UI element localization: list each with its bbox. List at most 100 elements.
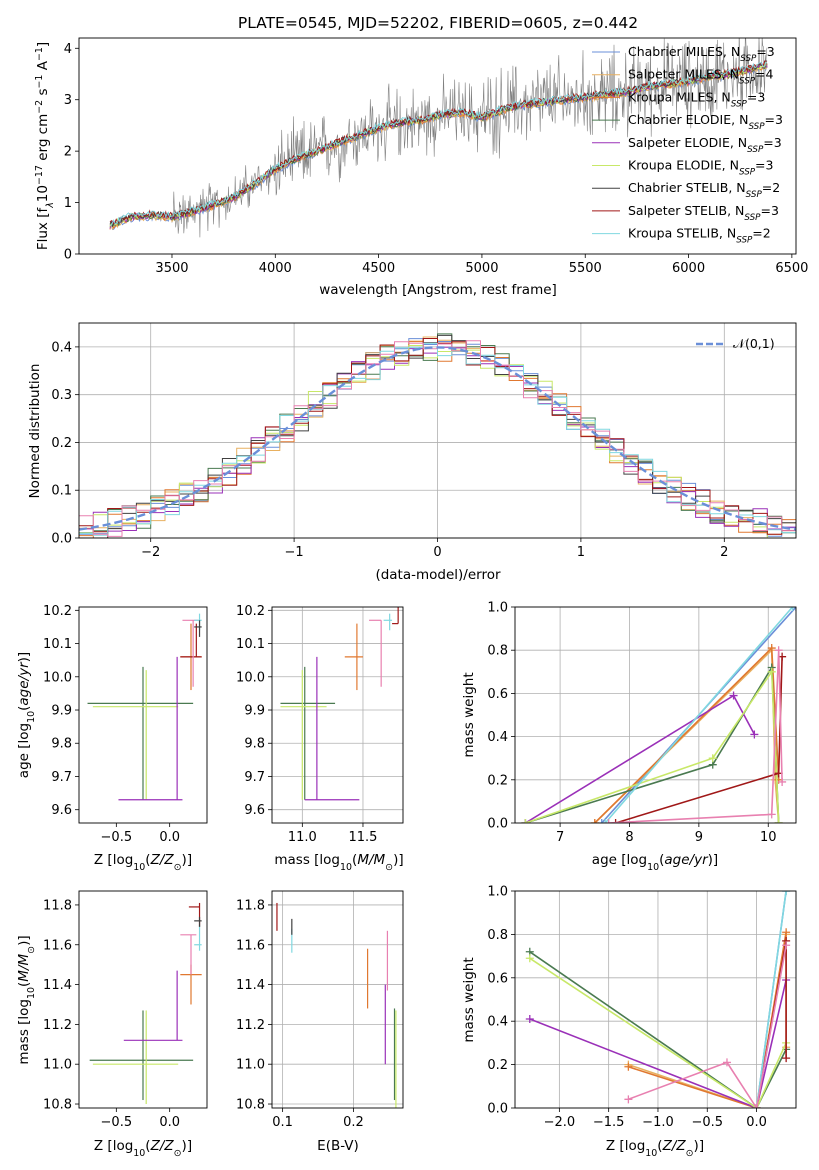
y-tick-label: 0.6 [487, 687, 508, 702]
series-line-kroupa_stelib [755, 891, 787, 1108]
mass-vs-ebv-axes-grid [272, 891, 403, 1108]
series-marker-salpeter_elodie [525, 1015, 534, 1024]
x-tick-label: 0.1 [272, 1115, 293, 1130]
y-tick-label: 9.6 [51, 803, 72, 818]
x-tick-label: −2.0 [544, 1115, 576, 1130]
y-tick-label: 9.7 [244, 770, 265, 785]
figure-title: PLATE=0545, MJD=52202, FIBERID=0605, z=0… [238, 14, 638, 32]
mass-vs-ebv-axes-frame: 0.1 0.2 10.8 11.0 11.2 11.4 11.6 11.8 E(B-V) [236, 890, 404, 1154]
x-tick-label: 11.5 [348, 830, 377, 845]
x-tick-label: 0.0 [746, 1115, 767, 1130]
residual-axes-plot [79, 333, 796, 538]
legend-label-chabrier_elodie: Chabrier ELODIE, NSSP=3 [628, 112, 783, 132]
x-tick-label: 0.0 [159, 1115, 180, 1130]
series-marker-pink [604, 819, 613, 823]
mass-vs-ebv-axes-spines [271, 890, 404, 1109]
age-vs-mass-axes: 11.0 11.5 9.6 9.7 9.8 9.9 10.0 10.1 10.2 mass [lo… [236, 604, 404, 873]
series-marker-salpeter_stelib [782, 1054, 791, 1063]
residual-axes-spines [78, 322, 797, 539]
legend-normal-label: 𝒩(0,1) [733, 336, 775, 351]
x-tick-label: −1 [285, 545, 304, 560]
age-vs-z-axes-spines [78, 606, 208, 824]
y-tick-label: 10.8 [236, 1098, 265, 1113]
y-tick-label: 10.0 [236, 670, 265, 685]
series-line-kroupa_elodie [529, 957, 787, 1108]
x-tick-label: 0.2 [343, 1115, 364, 1130]
series-marker-pink [624, 1095, 633, 1104]
series-marker-kroupa_elodie [774, 819, 783, 823]
age-vs-z-axes-plot [87, 613, 202, 801]
y-tick-label: 0.0 [487, 817, 508, 832]
y-tick-label: 0.2 [487, 1058, 508, 1073]
x-tick-label: 5000 [465, 261, 498, 276]
y-tick-label: 0.4 [487, 730, 508, 745]
mass-vs-z-axes-spines [78, 890, 208, 1109]
x-tick-label: 6000 [672, 261, 705, 276]
y-tick-label: 9.8 [51, 737, 72, 752]
y-axis-label: age [log10(age/yr)] [16, 652, 37, 778]
series-marker-salpeter_stelib [611, 819, 620, 823]
legend-label-chabrier_stelib: Chabrier STELIB, NSSP=2 [628, 180, 780, 200]
weight-vs-z-axes-plot [525, 891, 791, 1108]
x-axis-label: Z [log10(Z/Z⊙)] [94, 852, 192, 873]
age-vs-mass-axes-spines [271, 606, 404, 824]
x-tick-label: −1.0 [642, 1115, 674, 1130]
y-tick-label: 0.0 [487, 1102, 508, 1117]
histogram-kroupa_stelib [79, 342, 796, 536]
y-tick-label: 0.8 [487, 644, 508, 659]
series-marker-salpeter_elodie [750, 730, 759, 739]
x-tick-label: 3500 [155, 261, 188, 276]
y-tick-label: 11.0 [43, 1058, 72, 1073]
histogram-salpeter_stelib [79, 338, 796, 535]
mass-vs-z-axes: −0.5 0.0 10.8 11.0 11.2 11.4 11.6 11.8 Z [log10(… [16, 890, 208, 1159]
x-tick-label: 9 [695, 830, 703, 845]
legend-label-chabrier_miles: Chabrier MILES, NSSP=3 [628, 44, 775, 64]
series-marker-kroupa_stelib [601, 819, 610, 823]
weight-vs-z-axes: −2.0 −1.5 −1.0 −0.5 0.0 0.0 0.2 0.4 0.6 0.8 1.0 Z [… [461, 885, 797, 1159]
plot-layer: 3500 4000 4500 5000 5500 6000 6500 0 1 2 3 4 wavelen… [16, 37, 808, 1159]
age-vs-mass-axes-plot [280, 607, 399, 801]
series-marker-kroupa_miles [590, 819, 599, 823]
series-marker-pink [722, 1058, 731, 1067]
y-tick-label: 0.4 [51, 340, 72, 355]
y-tick-label: 11.2 [43, 1018, 72, 1033]
series-marker-kroupa_elodie [525, 954, 534, 963]
y-tick-label: 0.2 [51, 436, 72, 451]
age-vs-mass-axes-grid [272, 607, 403, 823]
series-line-pink [608, 650, 783, 823]
weight-vs-z-axes-spines [514, 890, 797, 1109]
y-tick-label: 11.6 [236, 938, 265, 953]
x-axis-label: (data-model)/error [375, 567, 501, 583]
series-marker-salpeter_elodie [729, 691, 738, 700]
y-tick-label: 11.6 [43, 938, 72, 953]
x-tick-label: 2 [720, 545, 728, 560]
x-tick-label: 6500 [775, 261, 808, 276]
y-tick-label: 11.4 [43, 978, 72, 993]
y-tick-label: 10.2 [236, 604, 265, 619]
x-axis-label: Z [log10(Z/Z⊙)] [94, 1138, 192, 1159]
x-tick-label: 8 [625, 830, 633, 845]
y-axis-label: mass weight [461, 672, 477, 757]
y-axis-label: mass weight [461, 957, 477, 1042]
y-tick-label: 10.0 [43, 670, 72, 685]
legend-label-kroupa_elodie: Kroupa ELODIE, NSSP=3 [628, 158, 773, 178]
y-tick-label: 0.3 [51, 388, 72, 403]
y-tick-label: 9.7 [51, 770, 72, 785]
y-axis-label: mass [log10(M/M⊙)] [16, 935, 37, 1064]
series-marker-kroupa_stelib [788, 607, 796, 611]
series-marker-chabrier_miles [597, 819, 606, 823]
spectrum-axes: 3500 4000 4500 5000 5500 6000 6500 0 1 2 3 4 wavelen… [34, 37, 808, 298]
weight-vs-age-axes-plot [521, 607, 796, 823]
series-marker-kroupa_miles [624, 1062, 633, 1071]
series-marker-pink [778, 777, 787, 786]
x-tick-label: 4000 [259, 261, 292, 276]
series-marker-kroupa_elodie [767, 667, 776, 676]
x-tick-label: −0.5 [691, 1115, 723, 1130]
y-tick-label: 0.8 [487, 928, 508, 943]
legend-label-salpeter_miles: Salpeter MILES, NSSP=4 [628, 67, 774, 87]
y-tick-label: 0.0 [51, 532, 72, 547]
y-tick-label: 9.9 [51, 704, 72, 719]
series-line-kroupa_stelib [604, 607, 794, 823]
series-marker-pink [767, 810, 776, 819]
y-tick-label: 9.6 [244, 803, 265, 818]
